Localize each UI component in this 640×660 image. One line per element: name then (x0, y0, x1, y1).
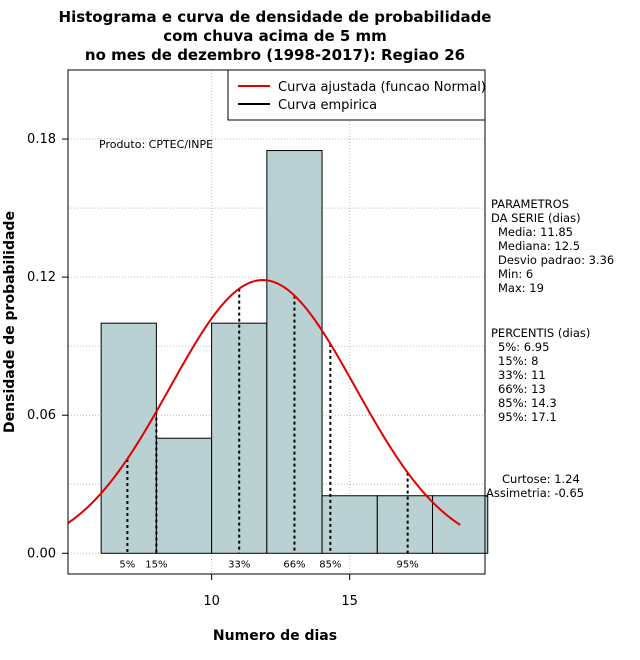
legend-empirical-label: Curva empirica (278, 98, 377, 113)
y-tick-label: 0.06 (27, 408, 56, 423)
normal-fit-curve (67, 279, 461, 526)
producer-note: Produto: CPTEC/INPE (99, 138, 213, 151)
percentile-label: 33% (228, 559, 250, 570)
percentile-labels: 5% 15% 33% 66% 85% 95% (119, 559, 418, 570)
x-axis: 10 15 (203, 574, 358, 609)
parametros-header-1: PARAMETROS (491, 197, 569, 211)
percentis-item: 95%: 17.1 (498, 410, 557, 424)
percentile-label: 5% (119, 559, 135, 570)
percentile-label: 85% (319, 559, 341, 570)
percentis-item: 33%: 11 (498, 368, 546, 382)
kurtosis-value: Curtose: 1.24 (502, 472, 580, 486)
y-tick-label: 0.18 (27, 132, 56, 147)
legend-box (227, 69, 486, 121)
legend: Curva ajustada (funcao Normal) Curva emp… (227, 69, 486, 121)
parametros-panel: PARAMETROS DA SERIE (dias) Media: 11.85 … (491, 197, 614, 295)
parametros-item: Media: 11.85 (498, 225, 573, 239)
x-axis-title: Numero de dias (213, 628, 337, 644)
percentile-label: 66% (283, 559, 305, 570)
percentile-label: 15% (145, 559, 167, 570)
chart-title-line-2: com chuva acima de 5 mm (163, 27, 387, 45)
shape-stats-panel: Curtose: 1.24 Assimetria: -0.65 (486, 472, 584, 500)
percentis-item: 85%: 14.3 (498, 396, 557, 410)
parametros-item: Min: 6 (498, 267, 533, 281)
chart-title-line-3: no mes de dezembro (1998-2017): Regiao 2… (85, 46, 465, 64)
percentis-item: 66%: 13 (498, 382, 546, 396)
skewness-value: Assimetria: -0.65 (486, 486, 584, 500)
parametros-item: Desvio padrao: 3.36 (498, 253, 614, 267)
histogram-bar (376, 495, 434, 554)
x-tick-label: 10 (203, 594, 220, 609)
histogram-bar (155, 437, 213, 554)
percentis-item: 5%: 6.95 (498, 340, 549, 354)
percentile-lines (126, 288, 409, 554)
y-tick-label: 0.12 (27, 270, 56, 285)
chart-title-line-1: Histograma e curva de densidade de proba… (59, 8, 492, 26)
x-tick-label: 15 (341, 594, 358, 609)
y-axis-title: Densidade de probabilidade (2, 211, 18, 433)
y-axis: 0.00 0.06 0.12 0.18 (27, 132, 68, 561)
y-tick-label: 0.00 (27, 546, 56, 561)
percentis-panel: PERCENTIS (dias) 5%: 6.95 15%: 8 33%: 11… (491, 326, 590, 424)
parametros-header-2: DA SERIE (dias) (491, 211, 581, 225)
parametros-item: Mediana: 12.5 (498, 239, 580, 253)
parametros-item: Max: 19 (498, 281, 544, 295)
percentis-header: PERCENTIS (dias) (491, 326, 590, 340)
histogram-bar (100, 322, 157, 554)
percentile-label: 95% (397, 559, 419, 570)
percentis-item: 15%: 8 (498, 354, 538, 368)
legend-normal-label: Curva ajustada (funcao Normal) (278, 80, 486, 95)
